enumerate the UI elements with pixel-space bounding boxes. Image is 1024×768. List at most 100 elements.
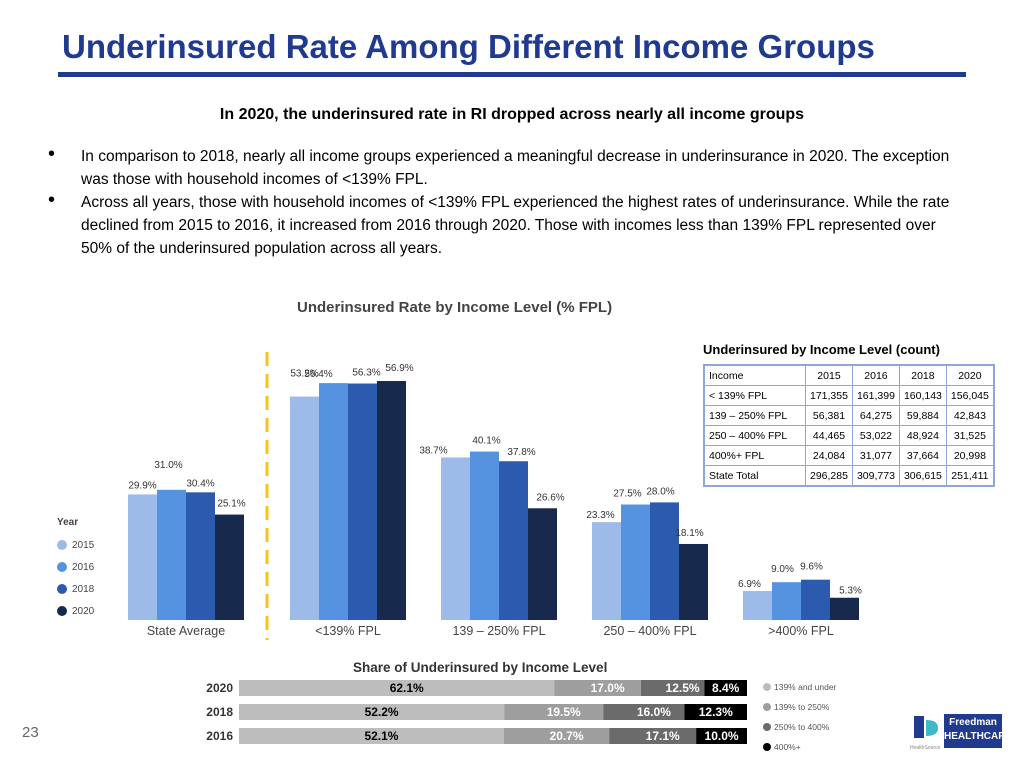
segment-label: 12.5% [666,681,700,695]
x-tick-label: <139% FPL [315,624,381,638]
data-label: 38.7% [419,445,447,456]
legend-item: 139% and under [763,677,836,697]
legend-label: 250% to 400% [774,722,830,732]
legend-swatch [57,540,67,550]
x-tick-label: 139 – 250% FPL [452,624,545,638]
legend-swatch [57,606,67,616]
page-title: Underinsured Rate Among Different Income… [62,28,875,65]
table-header-cell: Income [703,364,806,386]
table-cell: 20,998 [945,445,995,466]
bullet-list: • In comparison to 2018, nearly all incom… [48,143,968,260]
bullet-text: Across all years, those with household i… [81,194,950,257]
bar [319,383,348,620]
stacked-segment [603,704,685,720]
stacked-segment [684,704,747,720]
legend-label: 400%+ [774,742,801,752]
legend-swatch [763,723,771,731]
bar [528,508,557,620]
table-cell: 64,275 [851,405,900,426]
table-header-cell: 2018 [898,364,947,386]
table-cell: 309,773 [851,465,900,487]
table-cell: 42,843 [945,405,995,426]
legend-swatch [763,683,771,691]
bar [743,591,772,620]
slide-number: 23 [22,724,39,741]
segment-label: 19.5% [547,705,581,719]
freedman-logo: Freedman HEALTHCARE HealthSource [910,710,1012,752]
data-label: 6.9% [738,579,761,590]
bar [830,597,859,620]
x-tick-label: State Average [147,624,225,638]
data-label: 40.1% [472,436,500,447]
table-cell: 250 – 400% FPL [703,425,806,446]
data-label: 9.6% [800,562,823,573]
data-label: 26.6% [536,492,564,503]
table-row: 139 – 250% FPL 56,381 64,275 59,884 42,8… [703,405,995,426]
legend-item: 250% to 400% [763,717,836,737]
legend-swatch [57,584,67,594]
row-label: 2020 [206,681,233,695]
bullet-dot-icon: • [48,143,56,165]
bullet-item: • Across all years, those with household … [48,189,968,260]
table-cell: 37,664 [898,445,947,466]
legend-title: Year [57,517,79,528]
stacked-segment [609,728,697,744]
bar-chart-title: Underinsured Rate by Income Level (% FPL… [297,299,613,316]
table-cell: 139 – 250% FPL [703,405,806,426]
bar [650,502,679,620]
stacked-segment [239,728,504,744]
table-cell: State Total [703,465,806,487]
table-header-row: Income 2015 2016 2018 2020 [703,364,995,386]
legend-item: 2016 [57,556,94,578]
stacked-segment [640,680,705,696]
segment-label: 17.1% [646,729,680,743]
table-cell: 44,465 [805,425,853,446]
share-legend: 139% and under 139% to 250% 250% to 400%… [763,677,836,757]
segment-label: 12.3% [699,705,733,719]
bar [377,381,406,620]
data-label: 5.3% [839,586,862,597]
legend-item: 2015 [57,534,94,556]
bar [441,457,470,620]
data-label: 53.2% [290,369,318,380]
bar [679,543,708,620]
table-cell: 156,045 [945,385,995,406]
segment-label: 16.0% [637,705,671,719]
stacked-segment [503,728,610,744]
logo-text: Freedman HEALTHCARE [944,714,1012,748]
x-tick-label: >400% FPL [768,624,834,638]
data-label: 28.0% [646,486,674,497]
row-label: 2018 [206,705,233,719]
table-header-cell: 2016 [851,364,900,386]
year-legend: Year 2015 2016 2018 2020 [57,517,94,622]
bar [157,489,186,620]
bar [290,396,319,620]
table-cell: 24,084 [805,445,853,466]
data-label: 29.9% [128,480,156,491]
legend-swatch [57,562,67,572]
legend-swatch [763,703,771,711]
table-row: State Total 296,285 309,773 306,615 251,… [703,465,995,487]
stacked-segment [504,704,604,720]
bullet-dot-icon: • [48,189,56,211]
legend-item: 139% to 250% [763,697,836,717]
segment-label: 52.1% [364,729,398,743]
table-cell: 31,525 [945,425,995,446]
legend-item: 2020 [57,600,94,622]
segment-label: 8.4% [712,681,740,695]
table-cell: 160,143 [898,385,947,406]
bar [348,383,377,620]
legend-label: 2016 [72,561,95,573]
table-cell: 53,022 [851,425,900,446]
data-label: 30.4% [186,478,214,489]
data-label: 56.4% [304,369,332,380]
table-cell: 306,615 [898,465,947,487]
bullet-text: In comparison to 2018, nearly all income… [81,148,950,188]
stacked-segment [554,680,641,696]
legend-label: 2020 [72,605,95,617]
table-cell: < 139% FPL [703,385,806,406]
page-subtitle: In 2020, the underinsured rate in RI dro… [219,106,805,123]
count-table: Income 2015 2016 2018 2020 < 139% FPL 17… [703,364,995,487]
data-label: 23.3% [586,510,614,521]
